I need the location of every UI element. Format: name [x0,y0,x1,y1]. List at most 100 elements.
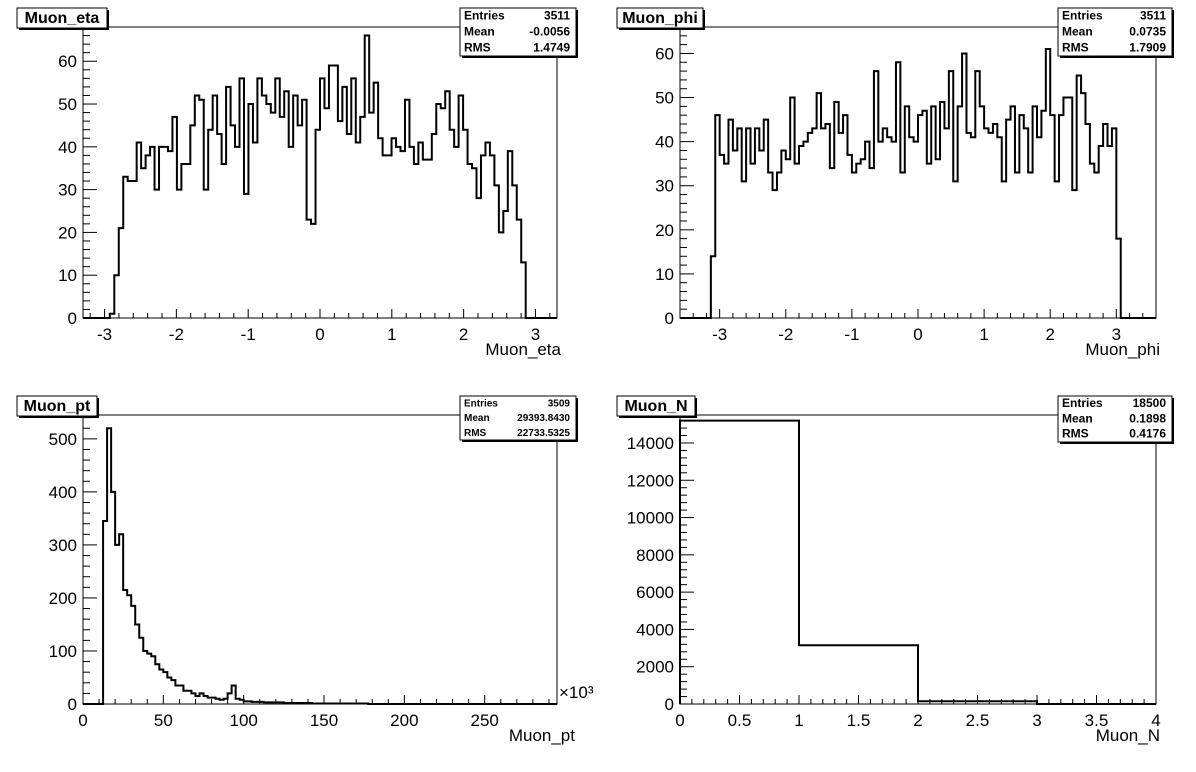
x-tick-label: 2 [1045,325,1054,344]
x-tick-label: 1.5 [847,711,871,730]
y-tick-label: 0 [68,695,77,714]
stats-value: 29393.8430 [517,413,570,424]
x-tick-label: 3 [531,325,540,344]
x-tick-label: 2.5 [966,711,990,730]
y-tick-label: 0 [665,309,674,328]
x-tick-label: -3 [712,325,727,344]
stats-box [459,395,577,441]
x-tick-label: 1 [387,325,396,344]
x-tick-label: 200 [390,711,418,730]
x-multiplier-label: ×10³ [559,683,594,702]
pad-title: Muon_pt [24,398,91,415]
y-tick-label: 2000 [636,658,674,677]
stats-value: 3511 [544,9,570,23]
plot-frame [679,26,1157,319]
x-tick-label: 0 [315,325,324,344]
y-tick-label: 0 [665,695,674,714]
y-tick-label: 100 [49,642,77,661]
x-tick-label: -2 [778,325,793,344]
x-axis-title: Muon_pt [509,726,575,745]
x-axis-title: Muon_phi [1085,340,1160,359]
stats-value: 22733.5325 [517,428,570,439]
y-tick-label: 200 [49,589,77,608]
y-tick-label: 8000 [636,546,674,565]
stats-key: Mean [1062,411,1093,425]
y-tick-label: 50 [655,89,674,108]
y-tick-label: 40 [655,133,674,152]
y-tick-label: 30 [58,181,77,200]
y-tick-label: 30 [655,177,674,196]
stats-value: 1.7909 [1129,41,1166,55]
stats-box [1057,395,1173,443]
y-tick-label: 60 [655,44,674,63]
x-tick-label: -2 [169,325,184,344]
stats-value: 1.4749 [533,41,570,55]
y-tick-label: 12000 [627,471,674,490]
y-tick-label: 6000 [636,583,674,602]
y-tick-label: 60 [58,52,77,71]
stats-key: RMS [1062,41,1089,55]
x-tick-label: 2 [459,325,468,344]
x-tick-label: 250 [471,711,499,730]
x-tick-label: 3.5 [1085,711,1109,730]
title-box [616,7,704,29]
stats-value: -0.0056 [529,25,570,39]
y-tick-label: 10 [58,266,77,285]
stats-value: 0.4176 [1129,427,1166,441]
y-tick-label: 10000 [627,509,674,528]
x-tick-label: -1 [844,325,859,344]
x-tick-label: 0 [675,711,684,730]
y-tick-label: 400 [49,483,77,502]
stats-value: 3511 [1140,9,1166,23]
x-tick-label: 150 [310,711,338,730]
x-tick-label: 50 [154,711,173,730]
x-tick-label: 1 [794,711,803,730]
histogram-pad-muon-n: 0 0.5 1 1.5 2 2.5 3 3.5 4 0 2000 4000 6000 8000 10000 1… [616,395,1174,745]
y-tick-label: 40 [58,138,77,157]
stats-value: 18500 [1133,396,1167,410]
x-tick-label: 3 [1032,711,1041,730]
y-tick-label: 4000 [636,620,674,639]
histogram-series-line [680,48,1156,319]
y-tick-label: 14000 [627,434,674,453]
stats-key: Entries [464,399,498,410]
stats-value: 0.1898 [1129,411,1166,425]
stats-key: Entries [464,9,505,23]
pad-title: Muon_N [624,398,687,415]
stats-key: Mean [1062,25,1093,39]
x-tick-label: 0 [913,325,922,344]
stats-box [1057,7,1173,57]
histogram-series-line [83,34,557,319]
y-tick-label: 500 [49,430,77,449]
x-tick-label: 0.5 [728,711,752,730]
x-tick-label: -3 [97,325,112,344]
title-box [16,395,98,417]
title-box [16,7,108,29]
stats-key: Mean [464,25,495,39]
stats-key: RMS [464,428,487,439]
y-tick-label: 10 [655,265,674,284]
stats-key: RMS [1062,427,1089,441]
x-tick-label: 1 [979,325,988,344]
pad-title: Muon_phi [622,10,698,27]
x-axis-title: Muon_eta [485,340,561,359]
y-tick-label: 300 [49,536,77,555]
stats-key: Entries [1062,9,1103,23]
histogram-series-line [679,419,1156,705]
stats-key: RMS [464,41,491,55]
x-tick-label: 4 [1151,711,1160,730]
title-box [616,395,696,417]
stats-key: Mean [464,413,490,424]
x-tick-label: -1 [241,325,256,344]
x-tick-label: 3 [1112,325,1121,344]
stats-value: 0.0735 [1129,25,1166,39]
x-tick-label: 0 [78,711,87,730]
x-axis-title: Muon_N [1096,726,1160,745]
pad-title: Muon_eta [25,10,100,27]
stats-box [459,7,577,57]
x-tick-label: 2 [913,711,922,730]
y-tick-label: 0 [68,309,77,328]
